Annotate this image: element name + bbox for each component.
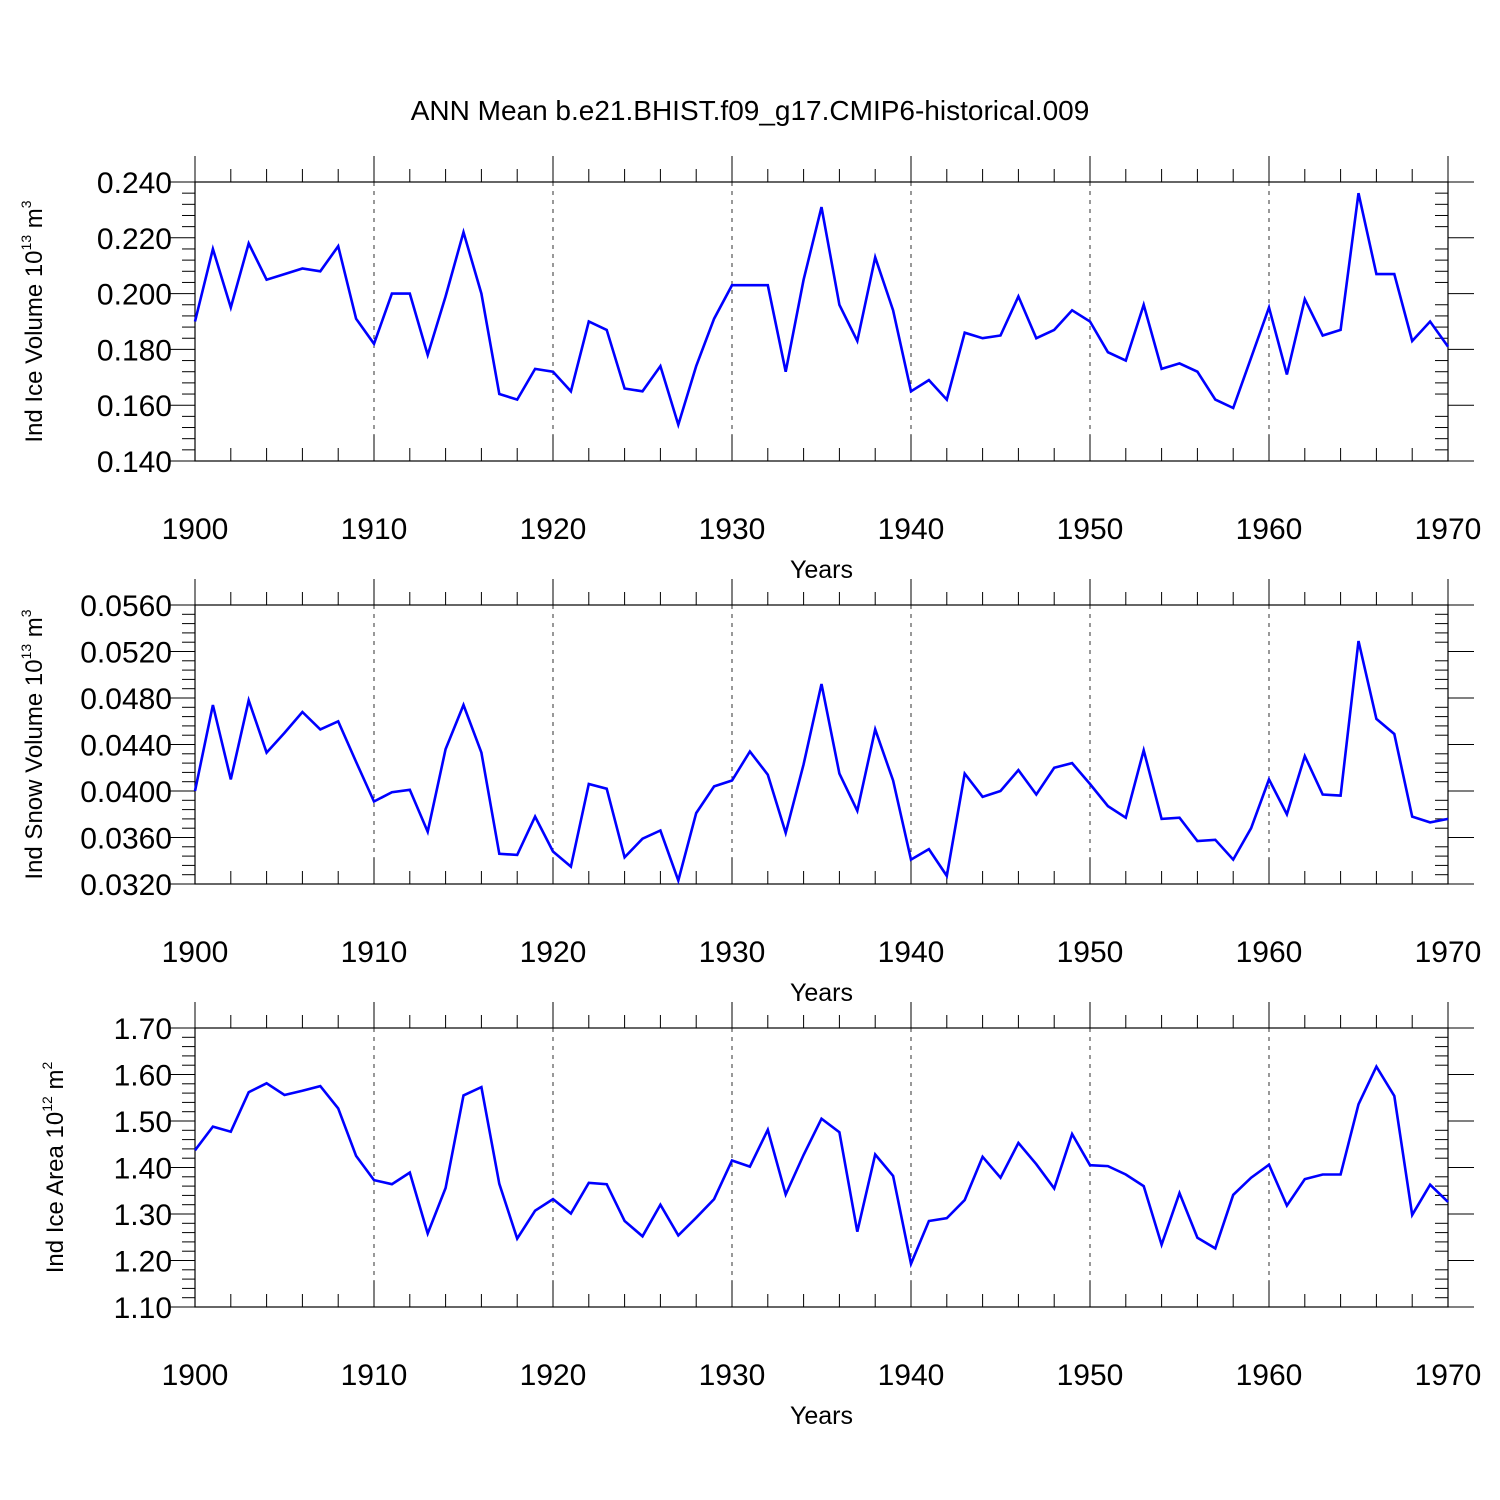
y-tick-label: 0.0400 bbox=[80, 776, 172, 809]
panel-2: 1900 1910 1920 1930 1940 1950 1960 1970 0.0320 0.… bbox=[18, 579, 1481, 1007]
x-tick-label: 1940 bbox=[878, 936, 945, 969]
y-tick-label: 0.240 bbox=[97, 167, 172, 200]
x-tick-label: 1960 bbox=[1236, 513, 1303, 546]
x-tick-label: 1950 bbox=[1057, 936, 1124, 969]
x-tick-label: 1950 bbox=[1057, 1359, 1124, 1392]
y-tick-label: 0.0480 bbox=[80, 683, 172, 716]
figure-title: ANN Mean b.e21.BHIST.f09_g17.CMIP6-histo… bbox=[411, 95, 1090, 126]
x-tick-label: 1900 bbox=[162, 936, 229, 969]
x-tick-label: 1910 bbox=[341, 513, 408, 546]
x-tick-label: 1930 bbox=[699, 936, 766, 969]
x-tick-label: 1950 bbox=[1057, 513, 1124, 546]
panel-3: 1900 1910 1920 1930 1940 1950 1960 1970 1.10 1.20… bbox=[39, 1002, 1481, 1430]
y-tick-label: 1.50 bbox=[114, 1106, 172, 1139]
x-tick-label: 1910 bbox=[341, 1359, 408, 1392]
x-axis-label: Years bbox=[790, 1402, 853, 1430]
y-tick-label: 1.60 bbox=[114, 1060, 172, 1093]
x-tick-label: 1970 bbox=[1415, 513, 1482, 546]
x-tick-label: 1900 bbox=[162, 1359, 229, 1392]
plot-frame bbox=[194, 1027, 1449, 1308]
y-tick-label: 0.0520 bbox=[80, 637, 172, 670]
x-tick-label: 1920 bbox=[520, 513, 587, 546]
y-tick-label: 0.180 bbox=[97, 334, 172, 367]
x-axis-label: Years bbox=[790, 556, 853, 584]
y-axis-label: Ind Snow Volume 1013 m3 bbox=[18, 609, 48, 879]
x-axis-label: Years bbox=[790, 979, 853, 1007]
series-line bbox=[193, 192, 1450, 430]
x-tick-label: 1940 bbox=[878, 1359, 945, 1392]
x-tick-label: 1930 bbox=[699, 513, 766, 546]
x-tick-label: 1960 bbox=[1236, 1359, 1303, 1392]
y-tick-label: 0.0320 bbox=[80, 869, 172, 902]
x-tick-label: 1970 bbox=[1415, 1359, 1482, 1392]
y-tick-label: 1.70 bbox=[114, 1013, 172, 1046]
y-axis-label: Ind Ice Volume 1013 m3 bbox=[18, 200, 48, 442]
x-tick-label: 1920 bbox=[520, 936, 587, 969]
y-tick-label: 0.0360 bbox=[80, 823, 172, 856]
y-tick-label: 0.220 bbox=[97, 223, 172, 256]
x-tick-label: 1960 bbox=[1236, 936, 1303, 969]
y-tick-label: 1.30 bbox=[114, 1199, 172, 1232]
y-tick-label: 0.160 bbox=[97, 390, 172, 423]
series-line bbox=[193, 640, 1449, 885]
x-tick-label: 1900 bbox=[162, 513, 229, 546]
plot-frame bbox=[194, 604, 1449, 885]
y-tick-label: 1.20 bbox=[114, 1246, 172, 1279]
series-line bbox=[193, 1063, 1449, 1269]
x-tick-label: 1920 bbox=[520, 1359, 587, 1392]
y-tick-label: 1.10 bbox=[114, 1292, 172, 1325]
y-tick-label: 0.0440 bbox=[80, 730, 172, 763]
x-tick-label: 1930 bbox=[699, 1359, 766, 1392]
y-tick-label: 0.200 bbox=[97, 279, 172, 312]
y-axis-label: Ind Ice Area 1012 m2 bbox=[39, 1062, 69, 1274]
x-tick-label: 1970 bbox=[1415, 936, 1482, 969]
y-tick-label: 0.0560 bbox=[80, 590, 172, 623]
x-tick-label: 1940 bbox=[878, 513, 945, 546]
x-tick-label: 1910 bbox=[341, 936, 408, 969]
panel-1: 1900 1910 1920 1930 1940 1950 1960 1970 0.140 0.1… bbox=[18, 156, 1481, 584]
y-tick-label: 1.40 bbox=[114, 1153, 172, 1186]
y-tick-label: 0.140 bbox=[97, 446, 172, 479]
